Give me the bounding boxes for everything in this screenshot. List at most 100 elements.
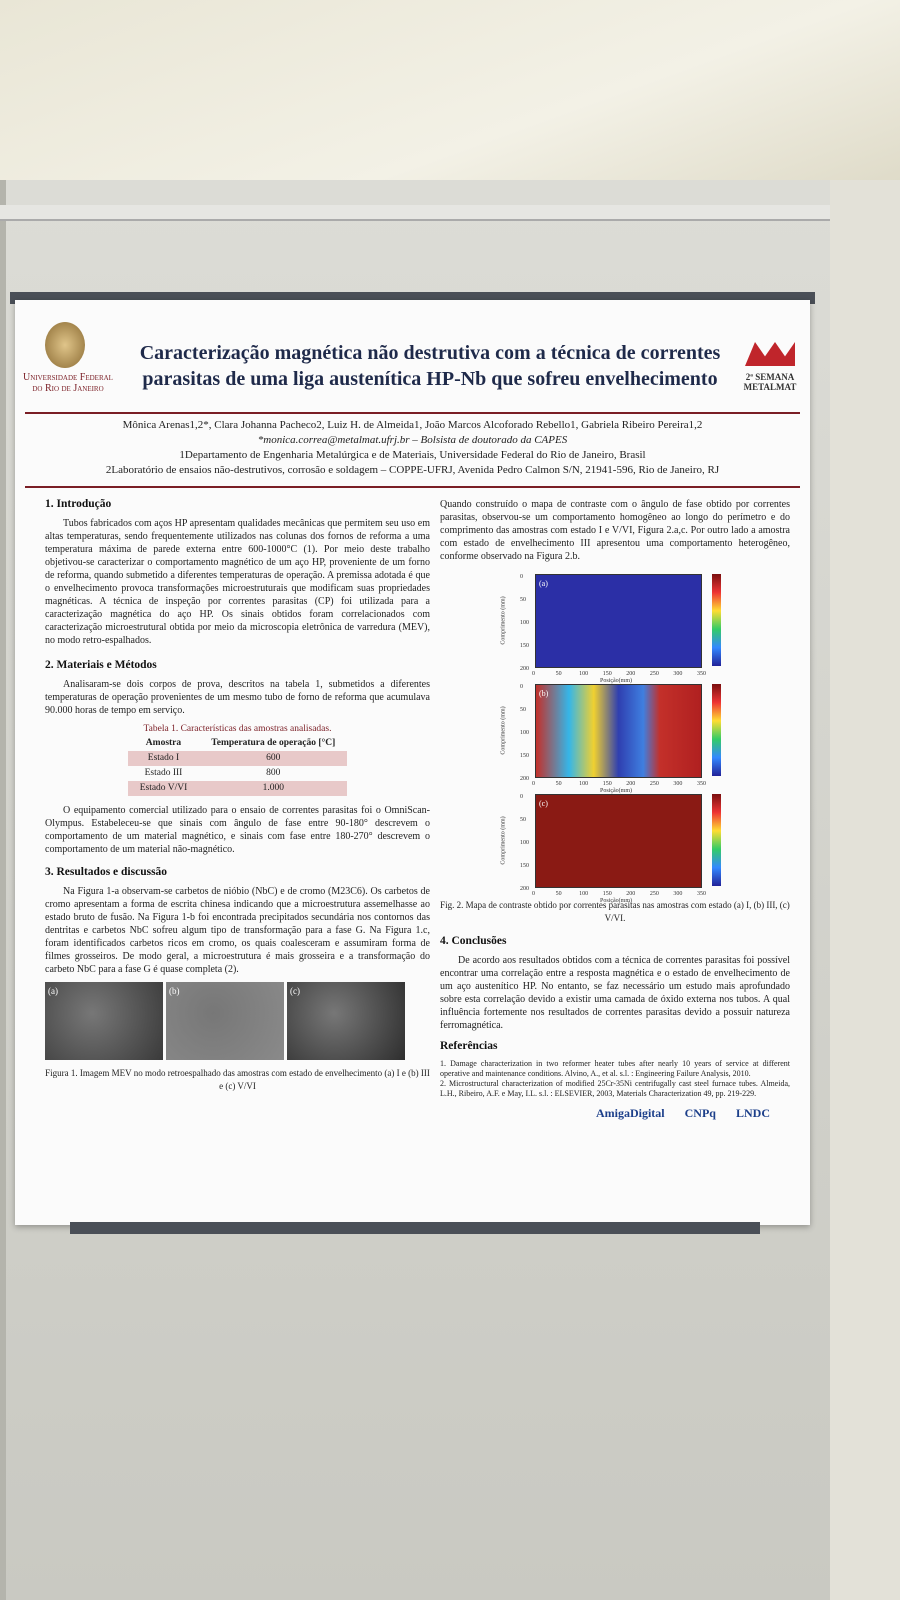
table-caption: Tabela 1. Características das amostras a… [143, 724, 332, 734]
paragraph: Analisaram-se dois corpos de prova, desc… [45, 679, 430, 716]
table-cell: Estado III [144, 768, 183, 778]
sponsors: AmigaDigital CNPq LNDC [440, 1107, 790, 1121]
table-cell: 1.000 [199, 781, 348, 796]
panel-label: (a) [539, 579, 548, 588]
table-cell: 800 [266, 768, 281, 778]
figure-caption: Fig. 2. Mapa de contraste obtido por cor… [440, 900, 790, 923]
x-tick-label: 0 [532, 671, 535, 677]
heading: 4. Conclusões [440, 935, 507, 947]
x-axis-label: Posição(mm) [600, 788, 632, 794]
sem-image: (b) [166, 982, 284, 1060]
y-tick-label: 100 [520, 840, 529, 846]
x-tick-label: 0 [532, 781, 535, 787]
figure: (a) (b) (c) [45, 982, 430, 1064]
paragraph: De acordo aos resultados obtidos com a t… [440, 955, 790, 1031]
y-tick-label: 50 [520, 817, 526, 823]
y-tick-label: 200 [520, 886, 529, 892]
sem-image: (c) [287, 982, 405, 1060]
authors: Mônica Arenas1,2*, Clara Johanna Pacheco… [122, 419, 703, 431]
figure: (a) 0 50 100 150 200 250 300 350 0 50 100 150 200 Posi… [440, 569, 790, 904]
x-tick-label: 100 [579, 781, 589, 787]
y-tick-label: 50 [520, 707, 526, 713]
x-tick-label: 50 [555, 671, 562, 677]
y-tick-label: 150 [520, 643, 529, 649]
x-tick-label: 0 [532, 891, 535, 897]
side-wall [830, 180, 900, 1600]
title: Caracterização magnética não destrutiva … [139, 342, 721, 390]
x-tick-label: 350 [697, 891, 706, 897]
email: *monica.correa@metalmat.ufrj.br – Bolsis… [257, 434, 568, 446]
heading: 2. Materiais e Métodos [45, 659, 157, 671]
panel-label: (c) [539, 799, 548, 808]
reference: 2. Microstructural characterization of m… [440, 1079, 790, 1098]
x-tick-label: 250 [649, 891, 659, 897]
x-tick-label: 150 [602, 781, 612, 787]
panel-label: (a) [48, 986, 58, 996]
x-tick-label: 50 [555, 891, 562, 897]
x-tick-label: 250 [649, 671, 659, 677]
logo [45, 322, 85, 368]
y-tick-label: 0 [520, 684, 523, 690]
table-row: Estado I 600 [127, 751, 348, 766]
table-row: Estado V/VI 1.000 [127, 781, 348, 796]
heading: Referências [440, 1040, 498, 1052]
university: Universidade Federal do Rio de Janeiro [23, 372, 113, 394]
rule [25, 486, 800, 488]
y-tick-label: 150 [520, 863, 529, 869]
sponsor-logo: CNPq [684, 1106, 716, 1120]
contrast-map: (a) [535, 574, 702, 668]
colorbar [712, 684, 721, 776]
x-tick-label: 150 [602, 891, 612, 897]
x-axis-label: Posição(mm) [600, 898, 632, 904]
paragraph: Quando construído o mapa de contraste co… [440, 499, 790, 562]
affiliation: 1Departamento de Engenharia Metalúrgica … [179, 449, 646, 461]
table-cell: Estado I [127, 751, 200, 766]
table-cell: Estado V/VI [127, 781, 200, 796]
x-tick-label: 200 [626, 671, 636, 677]
x-tick-label: 50 [555, 781, 562, 787]
y-axis-label: Comprimento (mm) [500, 816, 507, 865]
sem-image: (a) [45, 982, 163, 1060]
x-tick-label: 250 [649, 781, 659, 787]
x-tick-label: 150 [602, 671, 612, 677]
paragraph: O equipamento comercial utilizado para o… [45, 805, 430, 855]
y-tick-label: 100 [520, 620, 529, 626]
x-tick-label: 100 [579, 671, 589, 677]
authors-block: Mônica Arenas1,2*, Clara Johanna Pacheco… [25, 418, 800, 478]
references: 1. Damage characterization in two reform… [440, 1059, 790, 1099]
right-column: Quando construído o mapa de contraste co… [440, 498, 790, 1121]
x-tick-label: 350 [697, 781, 706, 787]
y-tick-label: 0 [520, 794, 523, 800]
affiliation: 2Laboratório de ensaios não-destrutivos,… [105, 464, 720, 476]
table-cell: 600 [199, 751, 348, 766]
x-tick-label: 300 [673, 671, 683, 677]
heading: 1. Introdução [45, 498, 112, 510]
y-tick-label: 0 [520, 574, 523, 580]
y-tick-label: 200 [520, 666, 529, 672]
rail [0, 205, 830, 221]
table-row: Estado III 800 [128, 766, 348, 781]
figure-caption: Figura 1. Imagem MEV no modo retroespalh… [45, 1068, 430, 1091]
sponsor-logo: AmigaDigital [595, 1106, 665, 1120]
y-tick-label: 100 [520, 730, 529, 736]
y-axis-label: Comprimento (mm) [500, 596, 507, 645]
panel-label: (c) [290, 986, 300, 996]
x-tick-label: 300 [673, 891, 683, 897]
contrast-map: (c) [535, 794, 702, 888]
left-column: 1. Introdução Tubos fabricados com aços … [45, 498, 430, 1093]
y-tick-label: 200 [520, 776, 529, 782]
x-axis-label: Posição(mm) [600, 678, 632, 684]
x-tick-label: 200 [626, 781, 636, 787]
event: 2ª SEMANA METALMAT [743, 372, 797, 392]
colorbar [712, 794, 721, 886]
x-tick-label: 300 [673, 781, 683, 787]
rule [25, 412, 800, 414]
event-logo [745, 342, 795, 366]
x-tick-label: 200 [626, 891, 636, 897]
y-tick-label: 50 [520, 597, 526, 603]
paragraph: Na Figura 1-a observam-se carbetos de ni… [45, 886, 430, 975]
y-axis-label: Comprimento (mm) [500, 706, 507, 755]
x-tick-label: 100 [579, 891, 589, 897]
table: Amostra Temperatura de operação [°C] Esta… [127, 736, 348, 796]
contrast-map: (b) [535, 684, 702, 778]
